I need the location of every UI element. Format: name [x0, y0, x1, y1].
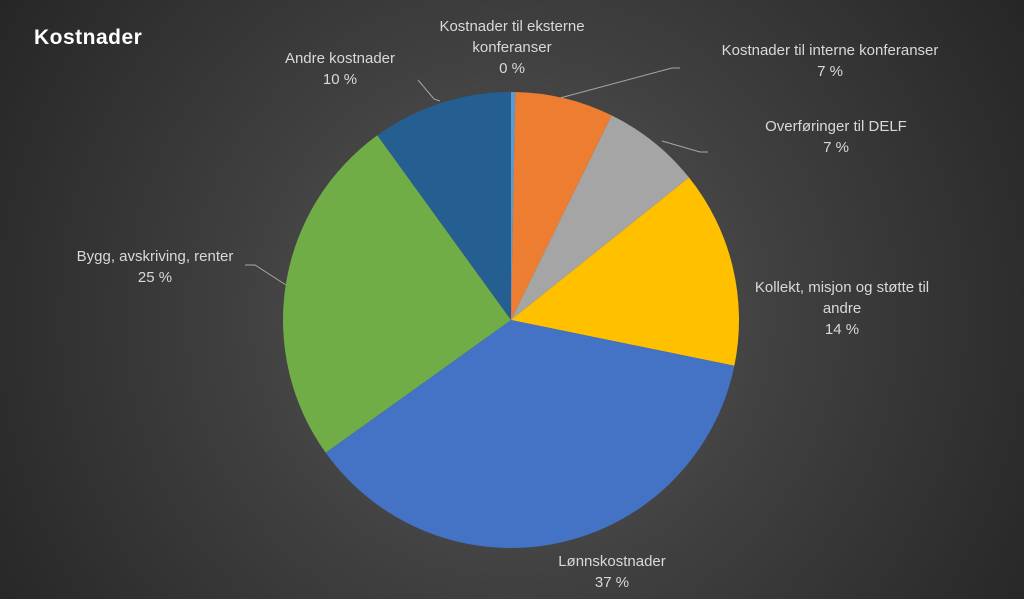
chart-title: Kostnader: [34, 26, 143, 49]
value-label: 14 %: [824, 321, 860, 338]
pie-slice: [511, 115, 690, 320]
data-label: Andre kostnader 10 %: [240, 48, 440, 90]
leader-line: [661, 140, 708, 153]
value-label: 25 %: [137, 269, 173, 286]
leader-line: [417, 79, 441, 102]
category-label: Kostnader til interne konferanser: [721, 42, 939, 59]
pie-slice: [511, 92, 612, 321]
category-label: Bygg, avskriving, renter: [76, 248, 234, 265]
value-label: 7 %: [817, 63, 843, 80]
leader-line: [245, 264, 287, 286]
data-label: Kollekt, misjon og støtte til andre 14 %: [735, 277, 950, 340]
data-label: Bygg, avskriving, renter 25 %: [55, 246, 255, 288]
leader-line: [559, 67, 680, 99]
category-label: Kollekt, misjon og støtte til andre: [754, 279, 930, 317]
category-label: Andre kostnader: [284, 50, 396, 67]
pie-slice: [511, 177, 739, 366]
value-label: 7 %: [823, 139, 849, 156]
value-label: 10 %: [322, 71, 358, 88]
pie-slice: [377, 92, 511, 320]
data-label: Lønnskostnader 37 %: [512, 551, 712, 593]
data-label: Kostnader til interne konferanser 7 %: [680, 40, 980, 82]
data-label: Overføringer til DELF 7 %: [736, 116, 936, 158]
pie-slice: [283, 135, 511, 453]
category-label: Overføringer til DELF: [765, 118, 907, 135]
value-label: 37 %: [594, 574, 630, 591]
pie-slice: [511, 92, 516, 320]
value-label: 0 %: [499, 60, 525, 77]
category-label: Kostnader til eksterne konferanser: [439, 18, 585, 56]
data-label: Kostnader til eksterne konferanser 0 %: [412, 16, 612, 79]
pie-slice: [325, 320, 735, 548]
category-label: Lønnskostnader: [558, 553, 666, 570]
